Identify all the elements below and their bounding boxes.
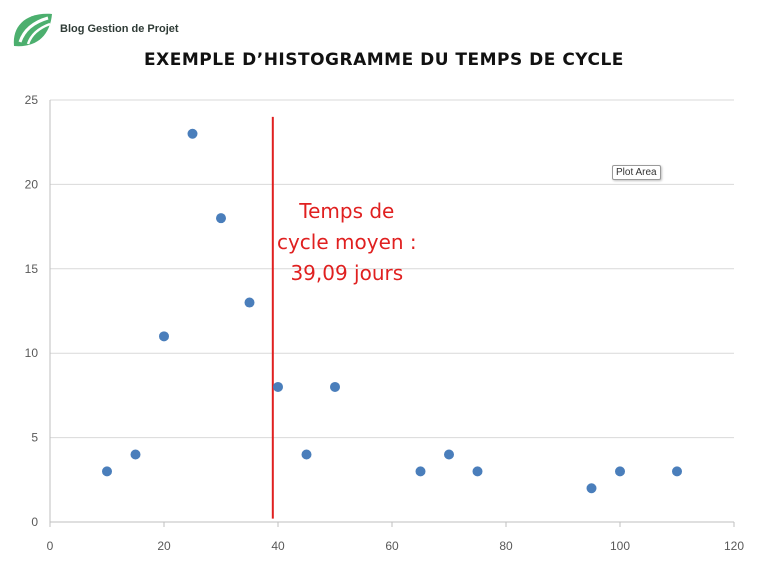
x-tick-label: 60 — [385, 539, 399, 553]
y-tick-label: 10 — [25, 346, 39, 360]
brand-name: Blog Gestion de Projet — [60, 23, 179, 35]
data-point — [102, 466, 112, 477]
data-point — [330, 381, 340, 392]
axes — [49, 100, 735, 527]
grid-lines — [50, 99, 734, 439]
data-point — [586, 483, 597, 494]
x-tick-label: 100 — [610, 539, 630, 553]
x-tick-label: 40 — [271, 539, 285, 553]
data-point — [273, 381, 283, 392]
mean-annotation-line: cycle moyen : — [277, 230, 417, 254]
x-tick-label: 80 — [499, 539, 513, 553]
data-point — [472, 466, 483, 477]
y-tick-label: 15 — [25, 262, 39, 276]
data-point — [615, 466, 625, 477]
y-tick-label: 0 — [31, 515, 38, 529]
x-tick-label: 0 — [47, 539, 54, 553]
data-point — [244, 297, 255, 308]
mean-annotation-line: Temps de — [298, 199, 394, 223]
data-point — [444, 449, 454, 460]
data-point — [187, 128, 198, 139]
data-point — [301, 449, 312, 460]
x-tick-labels: 0 20 40 60 80 100 120 — [47, 539, 745, 553]
mean-annotation-line: 39,09 jours — [290, 261, 403, 285]
y-tick-labels: 0 5 10 15 20 25 — [25, 93, 39, 529]
reference-line-group: Temps de cycle moyen : 39,09 jours — [271, 116, 417, 519]
brand-logo: Blog Gestion de Projet — [10, 8, 179, 50]
x-tick-label: 120 — [724, 539, 744, 553]
y-tick-label: 20 — [25, 177, 39, 191]
data-point — [672, 466, 682, 477]
leaf-logo-icon — [13, 13, 52, 47]
chart-title: EXEMPLE D’HISTOGRAMME DU TEMPS DE CYCLE — [144, 50, 624, 70]
data-point — [159, 331, 169, 342]
data-point — [216, 213, 226, 224]
data-points — [102, 128, 682, 494]
plot-area-tooltip: Plot Area — [612, 165, 661, 180]
data-point — [130, 449, 141, 460]
y-tick-label: 5 — [31, 431, 38, 445]
data-point — [415, 466, 426, 477]
y-tick-label: 25 — [25, 93, 39, 107]
x-tick-label: 20 — [157, 539, 171, 553]
